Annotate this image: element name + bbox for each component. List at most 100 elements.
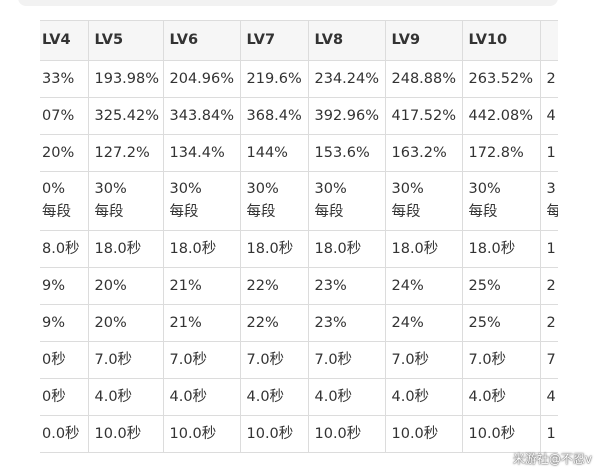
table-cell: 134.4%: [162, 134, 241, 172]
table-cell: 18.0秒: [307, 230, 386, 268]
table-cell: 4.0秒: [87, 378, 164, 416]
table-cell: 172.8%: [461, 134, 541, 172]
table-row: 33% 193.98% 204.96% 219.6% 234.24% 248.88% 263…: [40, 60, 558, 98]
table-container: LV4 LV5 LV6 LV7 LV8 LV9 LV10 33% 193.98% 204.96% 2…: [40, 20, 558, 456]
table-cell: 18.0秒: [87, 230, 164, 268]
table-cell: 10.0秒: [384, 415, 463, 453]
table-cell: 2: [539, 60, 558, 98]
table-cell: 163.2%: [384, 134, 463, 172]
table-cell: 22%: [239, 304, 309, 342]
table-cell: 23%: [307, 304, 386, 342]
table-cell: 343.84%: [162, 97, 241, 135]
table-cell: 263.52%: [461, 60, 541, 98]
table-cell: 0秒: [40, 378, 89, 416]
table-cell: 10.0秒: [162, 415, 241, 453]
table-cell: 22%: [239, 267, 309, 305]
table-cell: 392.96%: [307, 97, 386, 135]
table-cell: 10.0秒: [239, 415, 309, 453]
table-cell: 3 每: [539, 171, 558, 231]
table-cell: 0秒: [40, 341, 89, 379]
table-cell: 25%: [461, 267, 541, 305]
table-cell: LV7: [239, 20, 309, 61]
table-cell: 7.0秒: [162, 341, 241, 379]
table-cell: 24%: [384, 267, 463, 305]
table-row: 0秒 7.0秒 7.0秒 7.0秒 7.0秒 7.0秒 7.0秒 7: [40, 341, 558, 379]
table-row: 9% 20% 21% 22% 23% 24% 25% 2: [40, 304, 558, 342]
table-cell: 0.0秒: [40, 415, 89, 453]
table-cell: 18.0秒: [384, 230, 463, 268]
table-cell: 18.0秒: [461, 230, 541, 268]
table-cell: LV10: [461, 20, 541, 61]
table-cell: LV6: [162, 20, 241, 61]
table-cell: 153.6%: [307, 134, 386, 172]
table-cell: 1: [539, 230, 558, 268]
table-cell: 417.52%: [384, 97, 463, 135]
table-cell: LV9: [384, 20, 463, 61]
table-cell: 21%: [162, 267, 241, 305]
table-cell: 2: [539, 304, 558, 342]
table-cell: 7: [539, 341, 558, 379]
table-row: LV4 LV5 LV6 LV7 LV8 LV9 LV10: [40, 20, 558, 61]
table-cell: 144%: [239, 134, 309, 172]
table-cell: 204.96%: [162, 60, 241, 98]
table-cell: 30% 每段: [239, 171, 309, 231]
table-cell: 7.0秒: [239, 341, 309, 379]
watermark: 米游社@不忍v: [512, 452, 592, 466]
table-cell: 21%: [162, 304, 241, 342]
table-cell: 2: [539, 267, 558, 305]
table-cell: 219.6%: [239, 60, 309, 98]
table-cell: 07%: [40, 97, 89, 135]
table-cell: LV8: [307, 20, 386, 61]
table-cell: 30% 每段: [307, 171, 386, 231]
table-cell: 7.0秒: [461, 341, 541, 379]
table-cell: 8.0秒: [40, 230, 89, 268]
table-cell: 30% 每段: [162, 171, 241, 231]
table-cell: 193.98%: [87, 60, 164, 98]
table-row: 8.0秒 18.0秒 18.0秒 18.0秒 18.0秒 18.0秒 18.0秒 1: [40, 230, 558, 268]
table-cell: 20%: [87, 267, 164, 305]
table-cell: 24%: [384, 304, 463, 342]
table-cell: 0% 每段: [40, 171, 89, 231]
table-cell: 1: [539, 134, 558, 172]
table-cell: LV4: [40, 20, 89, 61]
table-cell: 127.2%: [87, 134, 164, 172]
table-row: 9% 20% 21% 22% 23% 24% 25% 2: [40, 267, 558, 305]
table-cell: 1: [539, 415, 558, 453]
table-cell: 7.0秒: [307, 341, 386, 379]
table-cell: 25%: [461, 304, 541, 342]
table-cell: 7.0秒: [384, 341, 463, 379]
table-cell: 4.0秒: [384, 378, 463, 416]
table-cell: 10.0秒: [461, 415, 541, 453]
table-cell: 33%: [40, 60, 89, 98]
table-cell: 18.0秒: [239, 230, 309, 268]
table-row: 20% 127.2% 134.4% 144% 153.6% 163.2% 172.8% 1: [40, 134, 558, 172]
table-cell: 4.0秒: [162, 378, 241, 416]
table-cell: 18.0秒: [162, 230, 241, 268]
table-cell: 4.0秒: [239, 378, 309, 416]
table-cell: 442.08%: [461, 97, 541, 135]
table-cell: 9%: [40, 267, 89, 305]
table-cell: 4.0秒: [307, 378, 386, 416]
table-cell: 9%: [40, 304, 89, 342]
table-cell: 10.0秒: [87, 415, 164, 453]
table-cell: 4.0秒: [461, 378, 541, 416]
table-cell: 234.24%: [307, 60, 386, 98]
table-cell: 23%: [307, 267, 386, 305]
table-cell: 325.42%: [87, 97, 164, 135]
table-row: 0.0秒 10.0秒 10.0秒 10.0秒 10.0秒 10.0秒 10.0秒 1: [40, 415, 558, 453]
table: LV4 LV5 LV6 LV7 LV8 LV9 LV10 33% 193.98% 204.96% 2…: [40, 20, 558, 453]
table-row: 0秒 4.0秒 4.0秒 4.0秒 4.0秒 4.0秒 4.0秒 4: [40, 378, 558, 416]
table-row: 07% 325.42% 343.84% 368.4% 392.96% 417.52% 442…: [40, 97, 558, 135]
table-cell: [539, 20, 558, 61]
table-row: 0% 每段 30% 每段 30% 每段 30% 每段 30% 每段 30% 每段 30% 每…: [40, 171, 558, 231]
table-cell: 20%: [87, 304, 164, 342]
top-panel: [18, 0, 558, 6]
table-cell: 30% 每段: [461, 171, 541, 231]
table-cell: LV5: [87, 20, 164, 61]
table-cell: 20%: [40, 134, 89, 172]
table-cell: 368.4%: [239, 97, 309, 135]
table-cell: 10.0秒: [307, 415, 386, 453]
table-cell: 7.0秒: [87, 341, 164, 379]
table-cell: 30% 每段: [384, 171, 463, 231]
